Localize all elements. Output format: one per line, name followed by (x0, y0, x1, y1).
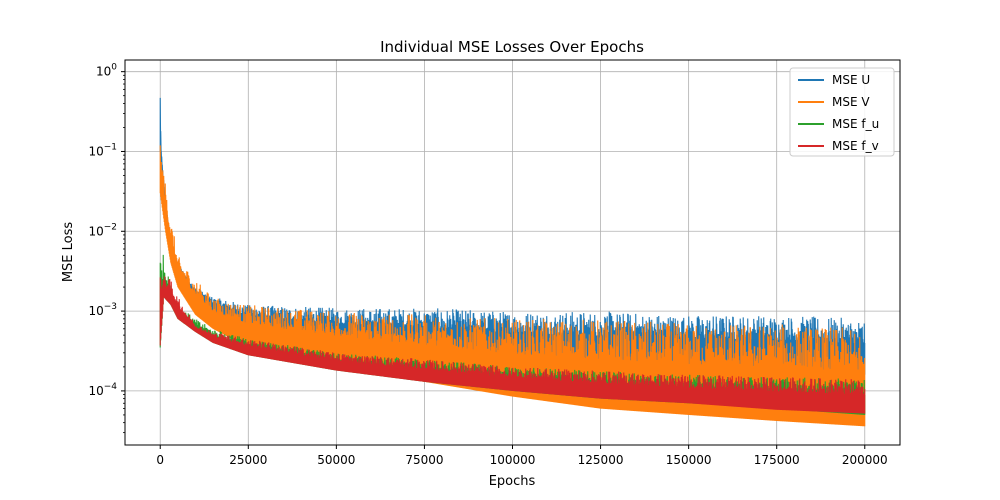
series-line (159, 276, 866, 414)
y-tick-label: 10−1 (88, 142, 117, 158)
y-tick-label-exponent: −2 (104, 222, 117, 232)
y-tick-label-base: 10 (88, 304, 103, 318)
x-tick-label: 75000 (405, 453, 443, 467)
y-tick-label-base: 10 (88, 224, 103, 238)
legend-label: MSE f_v (832, 139, 879, 153)
x-tick-label: 175000 (754, 453, 800, 467)
legend-item: MSE f_u (798, 117, 879, 131)
legend-label: MSE V (832, 95, 870, 109)
x-tick-label: 0 (156, 453, 164, 467)
y-tick-label-exponent: −1 (104, 142, 117, 152)
legend-item: MSE U (798, 73, 870, 87)
x-axis-title: Epochs (489, 474, 536, 489)
y-tick-label-base: 10 (88, 144, 103, 158)
x-tick-label: 50000 (317, 453, 355, 467)
y-tick-label-exponent: 0 (111, 63, 117, 73)
plot-area (159, 97, 866, 427)
y-tick-label-base: 10 (88, 384, 103, 398)
y-tick-label: 10−3 (88, 302, 117, 318)
legend-item: MSE V (798, 95, 870, 109)
x-tick-label: 100000 (490, 453, 536, 467)
series-mse-f-v (159, 276, 866, 414)
y-tick-label-base: 10 (96, 65, 111, 79)
x-tick-label: 150000 (666, 453, 712, 467)
axis-ticks: 0 25000 50000 75000 100000 125000 150000 175000… (88, 63, 887, 467)
x-tick-label: 200000 (842, 453, 888, 467)
legend-label: MSE f_u (832, 117, 879, 131)
y-tick-label-exponent: −4 (104, 382, 118, 392)
x-tick-label: 125000 (578, 453, 624, 467)
y-tick-label-exponent: −3 (104, 302, 117, 312)
y-tick-label: 10−4 (88, 382, 117, 398)
legend-label: MSE U (832, 73, 870, 87)
y-tick-label: 10−2 (88, 222, 117, 238)
y-axis-title: MSE Loss (61, 222, 76, 283)
x-tick-label: 25000 (229, 453, 267, 467)
legend-box (789, 67, 895, 157)
y-tick-label: 100 (96, 63, 117, 79)
chart-title: Individual MSE Losses Over Epochs (380, 38, 644, 56)
legend-item: MSE f_v (798, 139, 879, 153)
legend: MSE U MSE V MSE f_u MSE f_v (789, 67, 895, 157)
